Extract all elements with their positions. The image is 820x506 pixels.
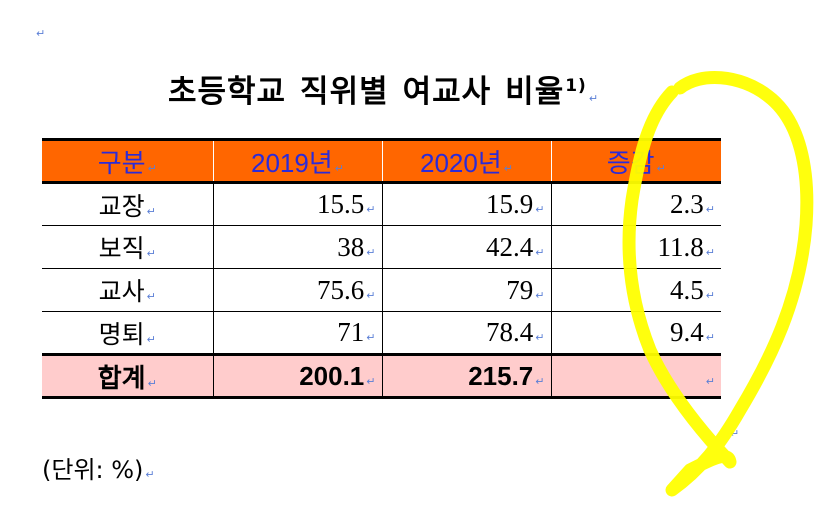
total-row: 합계 ↵ 200.1 ↵ 215.7 ↵ ↵ (42, 353, 721, 399)
total-change: ↵ (550, 353, 721, 399)
total-2019: 200.1 ↵ (212, 353, 382, 399)
value-2020: 78.4 ↵ (381, 311, 551, 355)
paragraph-mark: ↵ (145, 468, 155, 481)
row-label: 교사 ↵ (42, 268, 213, 312)
title-word: 직위별 (300, 74, 389, 110)
value-change: 11.8 ↵ (550, 225, 721, 269)
paragraph-mark: ↵ (334, 161, 344, 175)
header-cell-2019: 2019년 ↵ (212, 139, 382, 183)
value-2019: 71 ↵ (212, 311, 382, 355)
title-word: 비율 (505, 74, 565, 110)
value-change: 4.5 ↵ (550, 268, 721, 312)
value-2019: 75.6 ↵ (212, 268, 382, 312)
value-2019: 38 ↵ (212, 225, 382, 269)
unit-note: (단위: %) ↵ (42, 456, 155, 484)
header-cell-change: 증감 ↵ (550, 139, 721, 183)
paragraph-mark: ↵ (147, 161, 157, 175)
value-2020: 15.9 ↵ (381, 182, 551, 226)
footnote-mark: 1) (565, 76, 587, 96)
paragraph-mark: ↵ (36, 27, 46, 40)
title-word: 초등학교 (167, 74, 287, 110)
title-word: 여교사 (402, 74, 492, 110)
value-2020: 42.4 ↵ (381, 225, 551, 269)
value-2019: 15.5 ↵ (212, 182, 382, 226)
paragraph-mark: ↵ (730, 427, 740, 440)
row-label: 명퇴 ↵ (42, 311, 213, 355)
paragraph-mark: ↵ (503, 161, 513, 175)
table-row: 명퇴 ↵ 71 ↵ 78.4 ↵ 9.4 ↵ (42, 311, 721, 355)
total-label: 합계 ↵ (42, 353, 213, 399)
table-row: 보직 ↵ 38 ↵ 42.4 ↵ 11.8 ↵ (42, 225, 721, 269)
paragraph-mark: ↵ (656, 161, 666, 175)
data-table: 구분 ↵ 2019년 ↵ 2020년 ↵ 증감 ↵ 교장 ↵ 15.5 ↵ 15.9 ↵ 2.… (42, 138, 721, 399)
paragraph-mark: ↵ (588, 92, 600, 105)
document-title: 초등학교 직위별 여교사 비율1)↵ (0, 66, 760, 111)
table-row: 교장 ↵ 15.5 ↵ 15.9 ↵ 2.3 ↵ (42, 182, 721, 226)
value-change: 9.4 ↵ (550, 311, 721, 355)
value-change: 2.3 ↵ (550, 182, 721, 226)
value-2020: 79 ↵ (381, 268, 551, 312)
header-cell-2020: 2020년 ↵ (381, 139, 551, 183)
row-label: 보직 ↵ (42, 225, 213, 269)
header-cell-category: 구분 ↵ (42, 139, 213, 183)
table-header-row: 구분 ↵ 2019년 ↵ 2020년 ↵ 증감 ↵ (42, 139, 721, 183)
table-row: 교사 ↵ 75.6 ↵ 79 ↵ 4.5 ↵ (42, 268, 721, 312)
total-2020: 215.7 ↵ (381, 353, 551, 399)
row-label: 교장 ↵ (42, 182, 213, 226)
